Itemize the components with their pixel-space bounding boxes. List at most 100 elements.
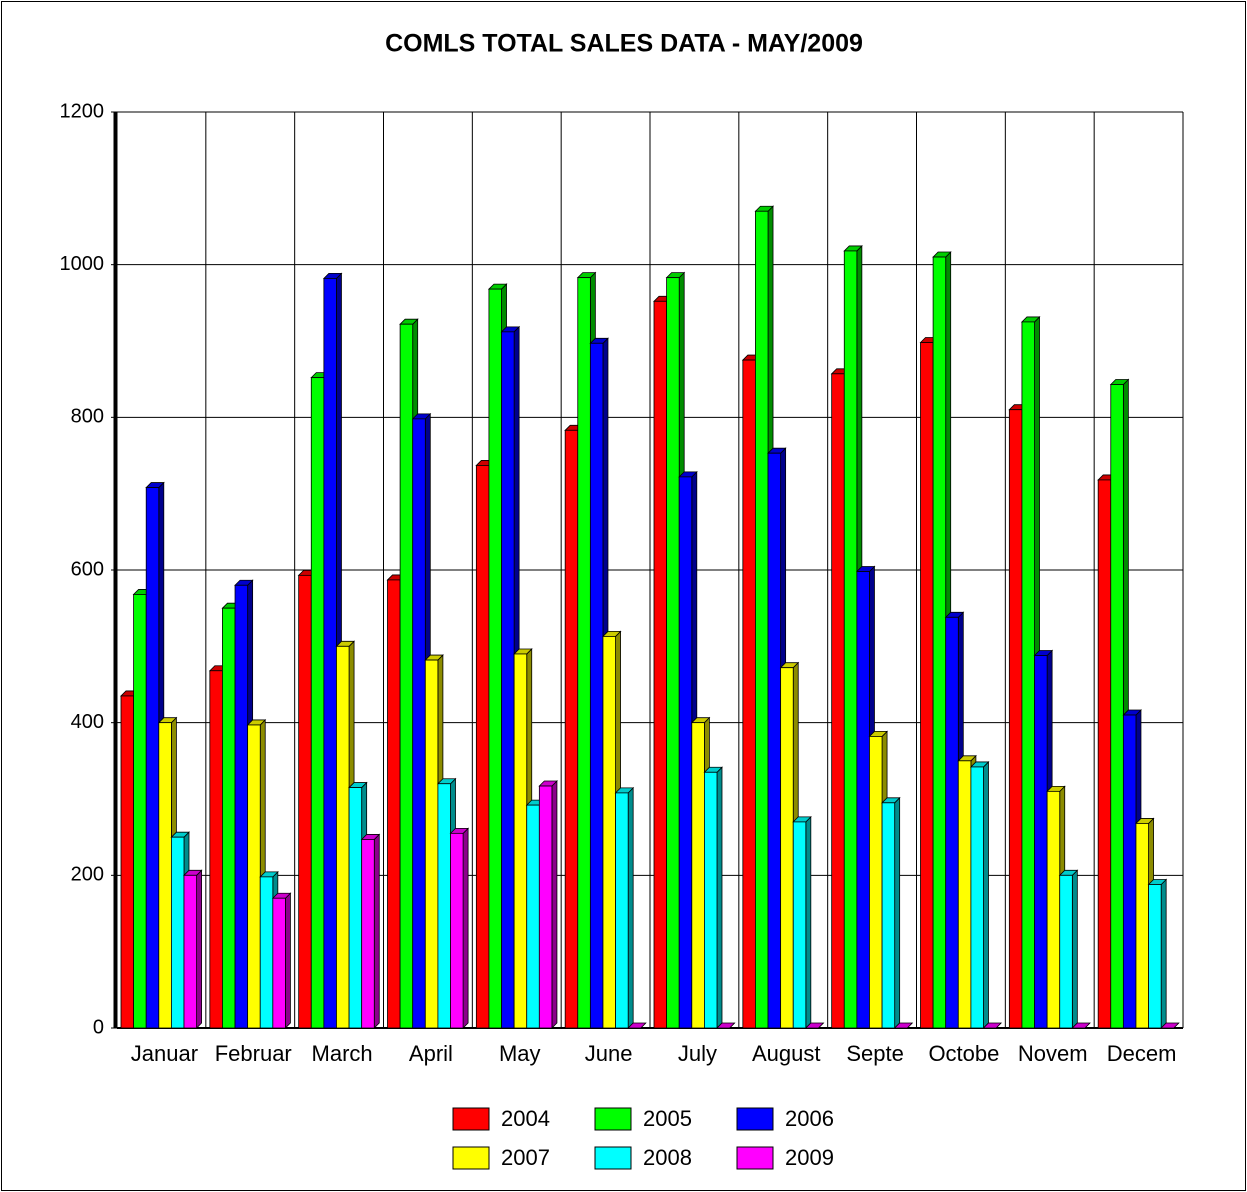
y-tick-label: 0: [93, 1016, 104, 1038]
x-tick-label: Decem: [1107, 1041, 1177, 1066]
bar-face: [323, 278, 337, 1029]
legend-swatch: [594, 1146, 632, 1170]
bar-face: [501, 331, 515, 1029]
bar-face: [970, 766, 984, 1029]
bar-face: [602, 636, 616, 1029]
bar: [792, 815, 812, 1029]
bar-face: [412, 418, 426, 1029]
bar-face: [1059, 874, 1073, 1029]
bar: [614, 786, 635, 1029]
bar-face: [361, 839, 375, 1029]
bar-face: [920, 342, 934, 1029]
x-tick-label: March: [312, 1041, 373, 1066]
bar-face: [259, 876, 274, 1029]
bar-face: [272, 897, 286, 1029]
bar-face: [1008, 409, 1023, 1029]
bar-face: [399, 323, 414, 1029]
y-tick-label: 800: [71, 406, 104, 428]
legend-swatch: [594, 1107, 632, 1131]
bar-face: [805, 815, 812, 1029]
bar-face: [551, 780, 558, 1029]
x-tick-label: Septe: [846, 1041, 904, 1066]
bar-face: [488, 288, 502, 1029]
x-tick-label: Februar: [215, 1041, 292, 1066]
bar-face: [716, 766, 723, 1029]
bar-face: [831, 373, 845, 1029]
x-tick-label: Octobe: [928, 1041, 999, 1066]
y-tick-label: 1000: [60, 253, 105, 275]
bar-face: [450, 832, 464, 1029]
bar-face: [285, 892, 291, 1029]
bar-face: [1097, 479, 1112, 1029]
bar-face: [1110, 384, 1124, 1029]
bar-face: [627, 1022, 647, 1029]
bar-face: [1160, 1022, 1180, 1029]
legend-label: 2005: [643, 1106, 692, 1131]
bar-face: [856, 571, 870, 1029]
bar-face: [336, 645, 350, 1029]
bar-face: [1071, 1022, 1091, 1029]
bar-face: [1160, 878, 1167, 1029]
bar-face: [538, 785, 553, 1029]
bar-face: [1071, 869, 1078, 1029]
bar: [360, 833, 381, 1029]
legend-label: 2006: [785, 1106, 834, 1131]
bar: [1160, 1022, 1180, 1029]
bar-face: [120, 695, 135, 1029]
bar-face: [932, 256, 947, 1029]
bar-face: [780, 667, 794, 1029]
bar-face: [183, 874, 198, 1029]
x-tick-label: June: [585, 1041, 633, 1066]
x-tick-label: Januar: [131, 1041, 198, 1066]
bar-face: [247, 724, 261, 1029]
bar-face: [133, 594, 147, 1029]
legend-swatch: [452, 1107, 490, 1131]
bar-face: [881, 802, 896, 1029]
bar-face: [170, 836, 185, 1029]
bar-face: [577, 277, 591, 1029]
bar-face: [1046, 790, 1061, 1029]
bar: [183, 869, 203, 1029]
bar: [627, 1022, 647, 1029]
bar-face: [755, 210, 769, 1029]
bar-face: [843, 250, 858, 1029]
bar-face: [1021, 321, 1035, 1029]
y-tick-label: 1200: [60, 100, 105, 122]
legend-swatch: [736, 1146, 774, 1170]
bar-face: [666, 277, 680, 1029]
bar-face: [564, 429, 579, 1029]
chart-title: COMLS TOTAL SALES DATA - MAY/2009: [385, 30, 863, 58]
y-tick-label: 600: [71, 558, 104, 580]
bar-face: [957, 760, 972, 1029]
bar-face: [209, 670, 223, 1029]
bar-face: [691, 722, 705, 1029]
bar: [271, 892, 292, 1029]
bar-face: [196, 869, 203, 1029]
bar-face: [298, 574, 312, 1029]
bar-face: [437, 783, 451, 1029]
bar: [1058, 869, 1079, 1029]
bar: [538, 780, 558, 1029]
bar: [716, 1022, 736, 1029]
bar-face: [513, 653, 528, 1029]
bar-face: [475, 465, 490, 1029]
bar-face: [1034, 655, 1048, 1029]
legend-label: 2007: [501, 1145, 550, 1170]
bar-face: [310, 377, 325, 1029]
bar-face: [804, 1022, 825, 1029]
bar-face: [767, 452, 782, 1029]
bar-face: [678, 476, 693, 1029]
x-tick-label: July: [678, 1041, 717, 1066]
bar: [881, 796, 901, 1029]
bar-face: [424, 659, 439, 1029]
bar: [893, 1022, 914, 1029]
y-tick-label: 200: [71, 864, 104, 886]
x-tick-label: May: [499, 1041, 541, 1066]
bar-face: [704, 771, 718, 1029]
y-tick-label: 400: [71, 711, 104, 733]
bar-face: [348, 787, 363, 1029]
bar-face: [627, 786, 634, 1029]
bar-face: [982, 1022, 1003, 1029]
bar-face: [373, 833, 380, 1029]
